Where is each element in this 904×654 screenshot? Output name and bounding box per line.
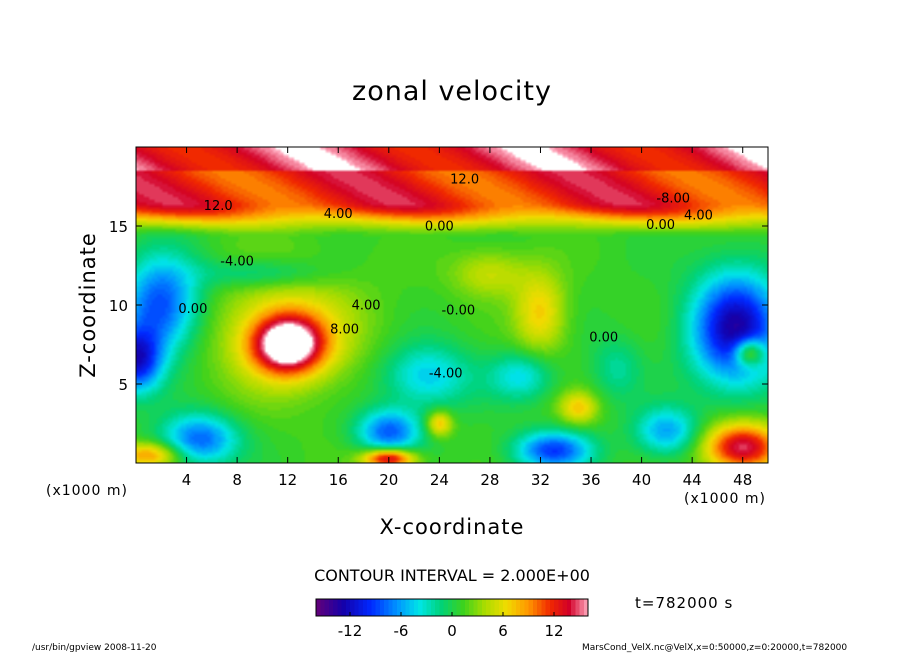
contour-label: 0.00 xyxy=(589,330,618,345)
contour-label: -8.00 xyxy=(656,191,690,206)
x-axis-unit-right: (x1000 m) xyxy=(684,491,766,507)
contour-label: 0.00 xyxy=(425,220,454,235)
colorbar-ticks: -12 -6 0 6 12 xyxy=(338,612,564,640)
colorbar-tick-label: 12 xyxy=(544,622,563,640)
contour-label: 4.00 xyxy=(684,209,713,224)
x-tick-label: 20 xyxy=(379,471,398,489)
x-tick-label: 36 xyxy=(581,471,600,489)
x-tick-label: 8 xyxy=(232,471,242,489)
contour-label: 0.00 xyxy=(646,218,675,233)
contour-label: 4.00 xyxy=(352,299,381,314)
colorbar-tick-label: -6 xyxy=(394,622,409,640)
x-axis-unit-left: (x1000 m) xyxy=(46,483,128,499)
y-tick-label: 10 xyxy=(109,297,128,315)
contour-label: 12.0 xyxy=(450,172,479,187)
x-tick-label: 32 xyxy=(531,471,550,489)
contour-label: -4.00 xyxy=(429,367,463,382)
contour-label: -0.00 xyxy=(441,303,475,318)
x-tick-label: 16 xyxy=(329,471,348,489)
contour-interval-label: CONTOUR INTERVAL = 2.000E+00 xyxy=(314,566,590,585)
contour-label: 4.00 xyxy=(324,207,353,222)
x-tick-label: 48 xyxy=(733,471,752,489)
colorbar-tick-label: 6 xyxy=(498,622,508,640)
y-tick-label: 15 xyxy=(109,218,128,236)
x-tick-label: 44 xyxy=(683,471,702,489)
contour-label: 0.00 xyxy=(178,302,207,317)
contour-labels: 12.0 12.0 -8.00 4.00 4.00 0.00 0.00 -4.00 0.00 4.… xyxy=(178,172,713,381)
x-tick-label: 24 xyxy=(430,471,449,489)
y-tick-label: 5 xyxy=(118,376,128,394)
x-tick-label: 12 xyxy=(278,471,297,489)
x-tick-label: 4 xyxy=(182,471,192,489)
colorbar-tick-label: -12 xyxy=(338,622,363,640)
x-tick-label: 28 xyxy=(480,471,499,489)
colorbar xyxy=(316,599,588,616)
velocity-field xyxy=(136,147,768,463)
y-axis-ticks: 5 10 15 xyxy=(109,218,768,394)
colorbar-tick-label: 0 xyxy=(447,622,457,640)
contour-label: -4.00 xyxy=(220,255,254,270)
chart-title: zonal velocity xyxy=(352,76,552,107)
footer-left: /usr/bin/gpview 2008-11-20 xyxy=(32,643,157,653)
contour-label: 8.00 xyxy=(330,322,359,337)
contour-label: 12.0 xyxy=(204,199,233,214)
time-label: t=782000 s xyxy=(635,594,734,612)
x-tick-label: 40 xyxy=(632,471,651,489)
x-axis-ticks: 4 8 12 16 20 24 28 32 36 40 44 48 xyxy=(182,147,752,489)
x-axis-label: X-coordinate xyxy=(379,515,525,539)
footer-right: MarsCond_VelX.nc@VelX,x=0:50000,z=0:2000… xyxy=(582,643,848,653)
